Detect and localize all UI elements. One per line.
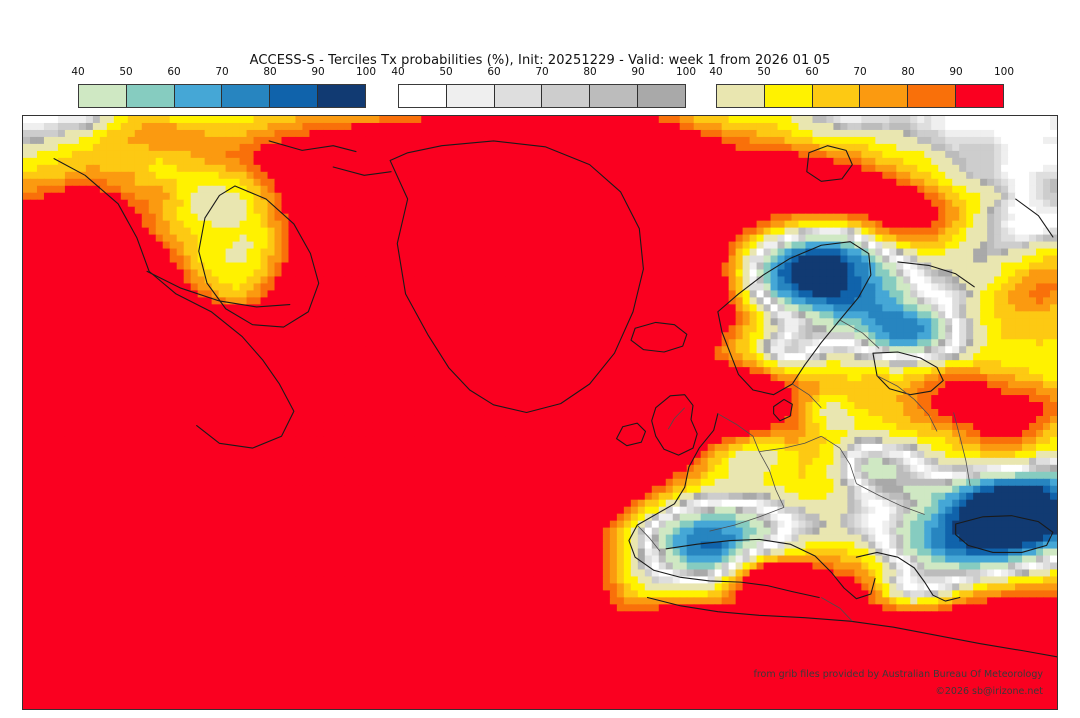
coastline bbox=[806, 145, 853, 182]
colorbar-above-normal-tick: 100 bbox=[993, 66, 1015, 78]
colorbar-near-normal: 40 50 60 70 80 90 100 bbox=[391, 66, 696, 112]
colorbar-below-normal-cell bbox=[174, 85, 223, 107]
colorbar-below-normal-tick: 50 bbox=[119, 66, 133, 78]
colorbar-below-normal-tick: 40 bbox=[71, 66, 85, 78]
colorbar-near-normal-cell bbox=[590, 85, 639, 107]
colorbar-above-normal-cell bbox=[908, 85, 957, 107]
coastline bbox=[198, 185, 320, 328]
probability-field bbox=[23, 116, 1057, 709]
colorbar-below-normal-tick: 80 bbox=[263, 66, 277, 78]
page-title: ACCESS-S - Terciles Tx probabilities (%)… bbox=[249, 53, 831, 68]
colorbar-above-normal-cell bbox=[956, 85, 1003, 107]
colorbar-above-normal-tick: 80 bbox=[901, 66, 915, 78]
colorbar-below-normal-cell bbox=[79, 85, 127, 107]
colorbar-above-normal-cell bbox=[717, 85, 765, 107]
country-border-layer bbox=[636, 319, 971, 622]
colorbar-above-normal-cell bbox=[860, 85, 909, 107]
colorbar-near-normal-tick: 40 bbox=[391, 66, 405, 78]
colorbar-near-normal-tick: 50 bbox=[439, 66, 453, 78]
country-border bbox=[717, 413, 760, 452]
colorbar-below-normal-tick: 100 bbox=[355, 66, 377, 78]
colorbar-above-normal-tick: 40 bbox=[709, 66, 723, 78]
colorbar-above-normal-bar bbox=[716, 84, 1004, 108]
colorbar-near-normal-tick: 70 bbox=[535, 66, 549, 78]
coastline bbox=[897, 261, 975, 288]
colorbar-below-normal-cell bbox=[270, 85, 319, 107]
colorbar-above-normal-cell bbox=[764, 85, 813, 107]
coastline bbox=[53, 158, 295, 449]
coastline bbox=[389, 140, 644, 414]
colorbar-below-normal-tick: 70 bbox=[215, 66, 229, 78]
colorbar-above-normal: 40 50 60 70 80 90 100 bbox=[709, 66, 1014, 112]
coastline-layer bbox=[53, 140, 1057, 658]
coastline bbox=[616, 422, 647, 447]
country-border bbox=[839, 319, 880, 349]
colorbar-above-normal-tick: 70 bbox=[853, 66, 867, 78]
coastline bbox=[268, 140, 357, 153]
country-border bbox=[856, 483, 925, 515]
country-border bbox=[913, 399, 938, 432]
colorbar-below-normal-cell bbox=[222, 85, 271, 107]
country-border bbox=[821, 435, 857, 484]
colorbar-near-normal-cell bbox=[494, 85, 543, 107]
colorbar-near-normal-tick: 80 bbox=[583, 66, 597, 78]
coastline bbox=[773, 398, 793, 422]
colorbar-near-normal-bar bbox=[398, 84, 686, 108]
colorbar-below-normal-cell bbox=[318, 85, 365, 107]
colorbar-near-normal-cell bbox=[638, 85, 685, 107]
colorbar-below-normal: 40 50 60 70 80 90 100 bbox=[71, 66, 376, 112]
coastline bbox=[717, 241, 872, 396]
colorbar-above-normal-tick: 50 bbox=[757, 66, 771, 78]
colorbar-below-normal-ticks: 40 50 60 70 80 90 100 bbox=[71, 66, 376, 82]
colorbar-near-normal-tick: 100 bbox=[675, 66, 697, 78]
colorbar-above-normal-cell bbox=[812, 85, 861, 107]
colorbar-below-normal-tick: 60 bbox=[167, 66, 181, 78]
country-border bbox=[758, 451, 785, 508]
colorbar-near-normal-cell bbox=[542, 85, 591, 107]
colorbar-near-normal-cell bbox=[446, 85, 495, 107]
colorbar-below-normal-tick: 90 bbox=[311, 66, 325, 78]
colorbar-above-normal-tick: 90 bbox=[949, 66, 963, 78]
colorbar-near-normal-tick: 90 bbox=[631, 66, 645, 78]
country-border bbox=[792, 383, 822, 408]
colorbar-near-normal-tick: 60 bbox=[487, 66, 501, 78]
coastline bbox=[855, 551, 961, 602]
coastline bbox=[665, 538, 876, 600]
colorbar-below-normal-bar bbox=[78, 84, 366, 108]
country-border bbox=[953, 412, 971, 487]
coastline bbox=[646, 596, 1057, 658]
country-border bbox=[759, 435, 822, 453]
country-border bbox=[636, 524, 661, 552]
colorbar-above-normal-ticks: 40 50 60 70 80 90 100 bbox=[709, 66, 1014, 82]
colorbar-above-normal-tick: 60 bbox=[805, 66, 819, 78]
coastline bbox=[1015, 198, 1054, 238]
coastline bbox=[332, 166, 392, 176]
coastline bbox=[630, 321, 688, 353]
country-border bbox=[821, 597, 853, 622]
colorbar-near-normal-cell bbox=[399, 85, 447, 107]
coastline bbox=[872, 351, 944, 396]
colorbar-near-normal-ticks: 40 50 60 70 80 90 100 bbox=[391, 66, 696, 82]
colorbar-below-normal-cell bbox=[126, 85, 175, 107]
country-border bbox=[709, 507, 785, 532]
probability-map[interactable]: from grib files provided by Australian B… bbox=[22, 115, 1058, 710]
coastline bbox=[955, 515, 1054, 553]
country-border bbox=[667, 407, 686, 430]
coastline bbox=[628, 413, 820, 599]
country-border bbox=[876, 375, 915, 400]
coastline bbox=[146, 270, 291, 308]
map-canvas bbox=[23, 116, 1057, 709]
coastline bbox=[651, 394, 698, 456]
